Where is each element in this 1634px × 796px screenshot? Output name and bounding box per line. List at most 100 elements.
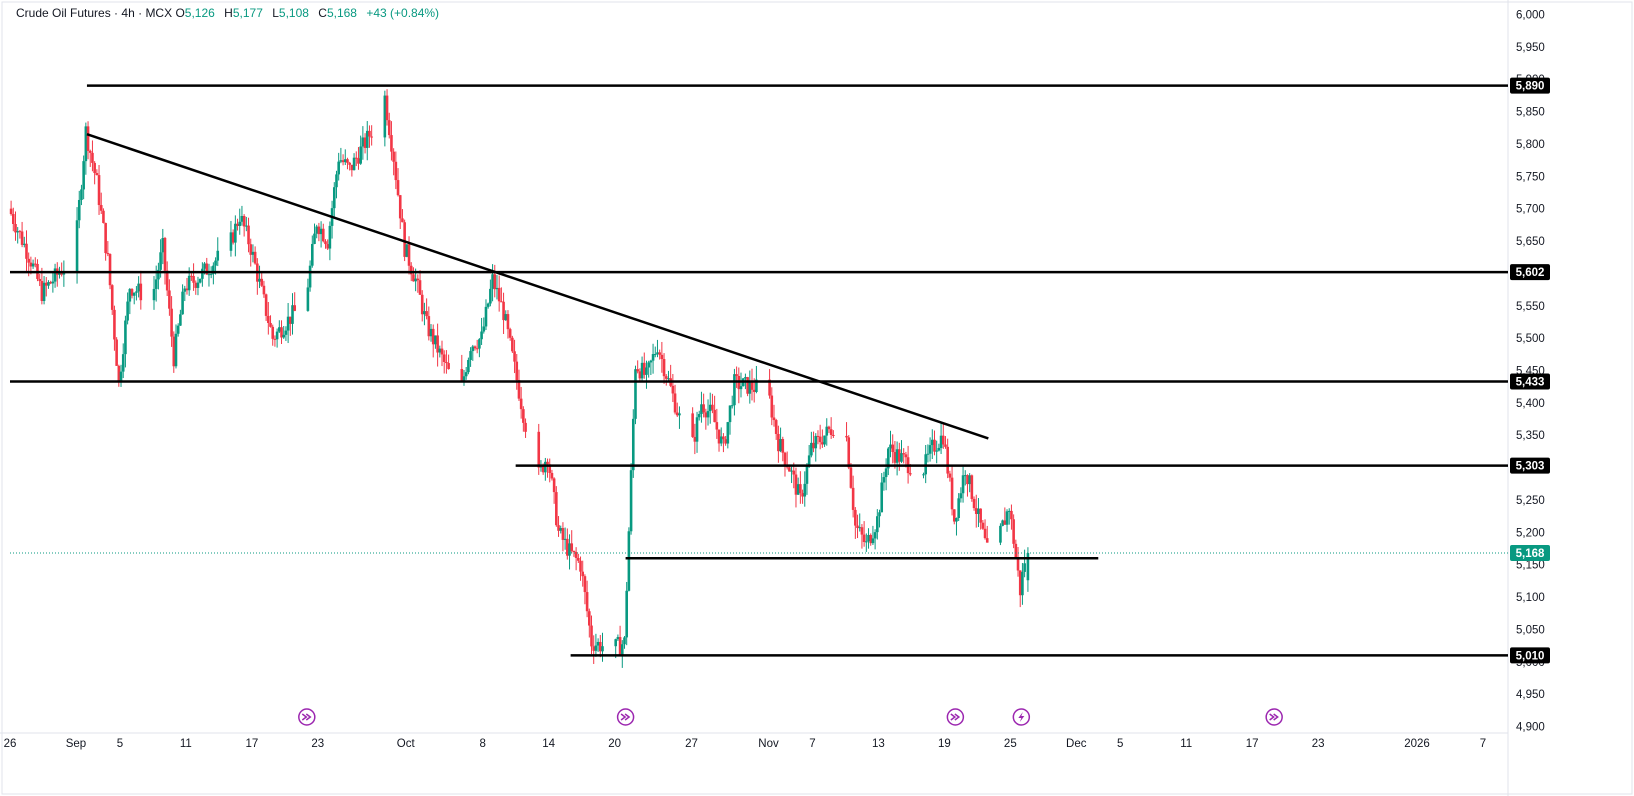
candle-body (623, 637, 626, 645)
candle-body (933, 439, 936, 452)
candle-body (198, 278, 202, 283)
candle-body (282, 334, 286, 338)
candle-body (972, 498, 976, 509)
candle-body (313, 233, 316, 244)
candle-body (574, 551, 578, 558)
candle-body (774, 420, 778, 434)
candle-body (812, 442, 815, 449)
candle-body (735, 374, 738, 376)
price-tick-label: 5,750 (1516, 171, 1545, 183)
events-layer[interactable] (298, 708, 1283, 726)
trendline[interactable] (86, 133, 989, 440)
candle-body (324, 241, 327, 245)
candle-body (47, 282, 50, 286)
candle-body (768, 379, 771, 396)
candle-body (902, 453, 906, 455)
candle-body (354, 157, 358, 159)
candle-body (596, 641, 600, 646)
candle-body (667, 378, 670, 380)
candle-body (88, 150, 92, 153)
candle-body (781, 438, 785, 453)
candle-body (572, 550, 576, 552)
candle-body (821, 442, 824, 445)
candle-body (955, 518, 958, 522)
time-axis[interactable]: 26 Sep 5 11 17 23 Oct 8 14 20 27 Nov 7 13 19 25 Dec 5 11 17… (4, 738, 1487, 750)
high-value: 5,177 (232, 6, 263, 20)
candle-body (1003, 520, 1007, 525)
candle-body (865, 541, 868, 543)
candle-body (752, 389, 756, 392)
candle-body (181, 291, 184, 315)
candle-body (260, 278, 264, 286)
candle-body (1012, 519, 1015, 544)
candle-body (583, 576, 587, 593)
candle-body (95, 173, 99, 176)
candle-body (871, 538, 875, 544)
candle-body (251, 251, 255, 255)
price-tick-label: 5,050 (1516, 624, 1545, 636)
candle-body (662, 359, 666, 377)
candle-body (267, 315, 270, 323)
candle-body (1010, 510, 1013, 520)
candle-body (858, 527, 862, 529)
candle-body (271, 326, 275, 339)
candle-body (489, 288, 492, 304)
candle-body (658, 352, 661, 355)
candle-body (416, 278, 420, 281)
candle-body (634, 369, 637, 419)
symbol-name[interactable]: Crude Oil Futures (16, 6, 111, 20)
candle-body (728, 405, 732, 423)
candle-body (814, 435, 818, 449)
candle-body (966, 475, 969, 485)
candle-body (403, 222, 406, 257)
candle-body (484, 306, 488, 327)
candle-body (60, 273, 63, 275)
candle-body (829, 429, 833, 435)
candle-body (867, 534, 870, 542)
candle-body (317, 226, 321, 235)
candle-body (522, 409, 525, 423)
candle-body (11, 214, 15, 224)
candle-body (407, 244, 411, 266)
close-label: C (318, 6, 327, 20)
candle-body (352, 157, 356, 171)
price-axis[interactable]: 4,9004,9505,0005,0505,1005,1505,2005,250… (1516, 9, 1545, 733)
candle-body (18, 231, 22, 233)
time-tick-label: 23 (311, 738, 324, 750)
candle-body (664, 376, 668, 379)
price-badge (1510, 373, 1550, 390)
candle-body (293, 305, 297, 311)
candle-body (631, 418, 635, 471)
price-tick-label: 5,550 (1516, 301, 1545, 313)
candle-body (128, 289, 132, 302)
candle-body (473, 346, 477, 349)
candle-body (627, 531, 631, 591)
candle-body (137, 283, 140, 292)
candle-body (629, 470, 633, 532)
open-label: O (175, 6, 185, 20)
candle-body (363, 137, 367, 148)
candle-body (348, 162, 351, 165)
candle-body (185, 288, 189, 291)
candle-body (805, 466, 809, 484)
levels-layer[interactable] (10, 84, 1508, 657)
candle-body (893, 452, 897, 463)
candle-body (985, 538, 989, 543)
chart-legend-header: Crude Oil Futures · 4h · MCX O5,126 H5,1… (16, 6, 439, 20)
price-tick-label: 5,950 (1516, 42, 1545, 54)
candle-body (876, 516, 879, 533)
candle-body (950, 477, 954, 510)
candle-body (306, 287, 310, 311)
candle-body (616, 637, 620, 640)
candle-body (625, 590, 628, 638)
candle-body (788, 467, 791, 472)
candle-body (335, 174, 338, 188)
candle-body (963, 475, 967, 477)
candle-body (49, 282, 52, 284)
interval-label[interactable]: 4h (121, 6, 135, 20)
time-tick-label: 8 (479, 738, 485, 750)
fast-forward-glyph (301, 713, 312, 721)
candle-body (27, 258, 30, 263)
candle-body (724, 439, 727, 444)
